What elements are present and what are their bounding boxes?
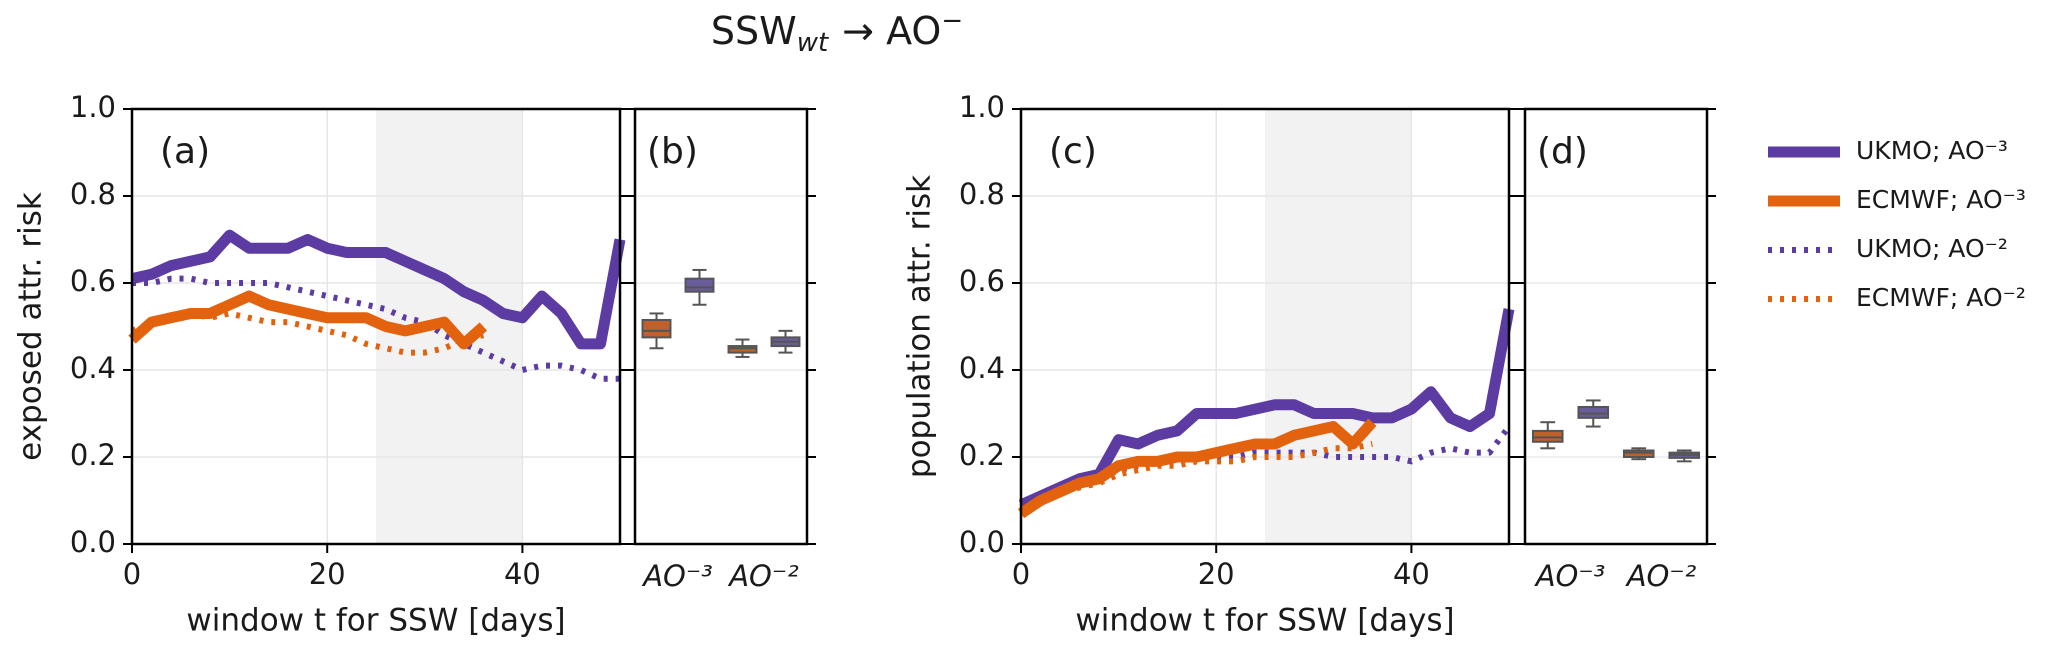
x-tick-label: AO⁻³ [641, 559, 713, 593]
plot-frame [1523, 107, 1709, 546]
legend-label: ECMWF; AO⁻³ [1856, 185, 2026, 214]
panel-label: (d) [1537, 131, 1588, 172]
x-tick-label: AO⁻³ [1534, 559, 1606, 593]
title-main: SSW [711, 9, 797, 53]
panel-label: (b) [647, 131, 698, 172]
panel-label: (a) [160, 131, 210, 172]
x-tick-label: 20 [1198, 557, 1235, 591]
series-line [1018, 308, 1515, 510]
box [684, 277, 715, 293]
series-line [1017, 418, 1377, 519]
title-rest: → AO [842, 9, 941, 53]
y-tick-label: 0.4 [959, 351, 1005, 385]
y-tick-label: 0.8 [70, 177, 116, 211]
title-sup: − [941, 6, 963, 36]
x-axis-label: window t for SSW [days] [1075, 603, 1454, 639]
y-tick-label: 1.0 [70, 90, 116, 124]
panel-label: (c) [1049, 131, 1097, 172]
box [1531, 429, 1564, 443]
x-tick-label: 20 [309, 557, 346, 591]
box [641, 318, 672, 339]
box [727, 345, 758, 354]
shaded-window [1265, 109, 1412, 544]
x-tick-label: 40 [1393, 557, 1430, 591]
plot-frame [130, 107, 622, 546]
y-tick-label: 0.8 [959, 177, 1005, 211]
x-tick-label: 40 [504, 557, 541, 591]
x-axis-label: window t for SSW [days] [186, 603, 565, 639]
series-line [130, 229, 626, 350]
y-tick-label: 0.0 [70, 525, 116, 559]
plot-frame [1019, 107, 1511, 546]
title-sub: wt [797, 28, 829, 58]
plot-frame [633, 107, 809, 546]
x-tick-label: AO⁻² [1625, 559, 1697, 593]
x-tick-label: 0 [123, 557, 141, 591]
y-tick-label: 1.0 [959, 90, 1005, 124]
y-tick-label: 0.2 [70, 438, 116, 472]
box [1577, 405, 1610, 419]
figure-title: SSWwt → AO− [711, 6, 963, 58]
y-tick-label: 0.6 [959, 264, 1005, 298]
y-tick-label: 0.4 [70, 351, 116, 385]
y-axis-label: exposed attr. risk [13, 192, 49, 461]
x-tick-label: 0 [1012, 557, 1030, 591]
y-axis-label: population attr. risk [902, 175, 938, 478]
y-tick-label: 0.6 [70, 264, 116, 298]
legend-label: ECMWF; AO⁻² [1856, 283, 2026, 312]
legend-label: UKMO; AO⁻³ [1856, 136, 2008, 165]
legend-label: UKMO; AO⁻² [1856, 234, 2008, 263]
box [1622, 449, 1655, 459]
y-tick-label: 0.0 [959, 525, 1005, 559]
x-tick-label: AO⁻² [727, 559, 799, 593]
series-line [128, 290, 488, 350]
y-tick-label: 0.2 [959, 438, 1005, 472]
